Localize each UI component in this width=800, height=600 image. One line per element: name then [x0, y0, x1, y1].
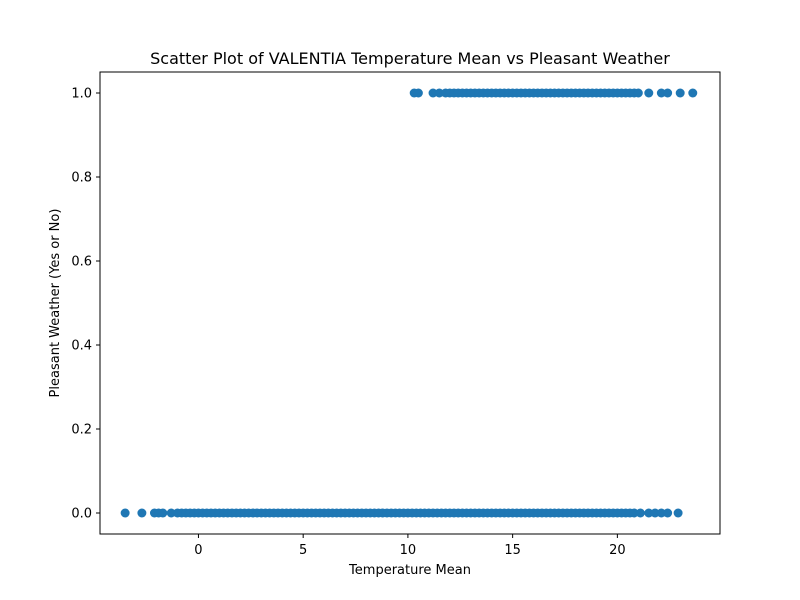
points-layer	[120, 88, 698, 518]
scatter-point	[635, 508, 645, 518]
scatter-point	[633, 88, 643, 98]
chart-title: Scatter Plot of VALENTIA Temperature Mea…	[150, 49, 670, 68]
scatter-point	[656, 508, 666, 518]
x-tick-label: 10	[400, 543, 417, 558]
y-tick-label: 0.2	[71, 423, 92, 438]
scatter-point	[688, 88, 698, 98]
scatter-point	[137, 508, 147, 518]
y-tick-label: 0.4	[71, 339, 92, 354]
x-axis-label: Temperature Mean	[348, 563, 471, 578]
scatter-point	[675, 88, 685, 98]
scatter-point	[650, 508, 660, 518]
scatter-point	[673, 508, 683, 518]
x-tick-label: 5	[299, 543, 307, 558]
scatter-point	[663, 508, 673, 518]
x-tick-label: 0	[194, 543, 202, 558]
y-ticks: 0.0 0.2 0.4 0.6 0.8 1.0	[71, 87, 100, 522]
scatter-point	[166, 508, 176, 518]
x-ticks: 0 5 10 15 20	[194, 534, 626, 558]
x-tick-label: 15	[504, 543, 521, 558]
scatter-point	[629, 508, 639, 518]
scatter-point	[120, 508, 130, 518]
scatter-point	[644, 88, 654, 98]
x-tick-label: 20	[609, 543, 626, 558]
y-tick-label: 1.0	[71, 87, 92, 102]
y-tick-label: 0.6	[71, 255, 92, 270]
plot-frame	[99, 71, 721, 535]
scatter-point	[663, 88, 673, 98]
scatter-point	[428, 88, 438, 98]
y-tick-label: 0.0	[71, 507, 92, 522]
y-axis-label: Pleasant Weather (Yes or No)	[48, 209, 63, 398]
scatter-point	[158, 508, 168, 518]
scatter-point	[434, 88, 444, 98]
scatter-point	[644, 508, 654, 518]
scatter-point	[413, 88, 423, 98]
y-tick-label: 0.8	[71, 171, 92, 186]
scatter-point	[656, 88, 666, 98]
